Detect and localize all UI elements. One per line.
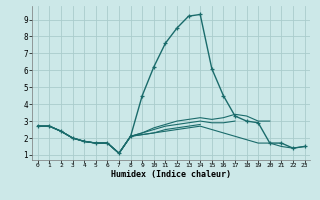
X-axis label: Humidex (Indice chaleur): Humidex (Indice chaleur) — [111, 170, 231, 179]
